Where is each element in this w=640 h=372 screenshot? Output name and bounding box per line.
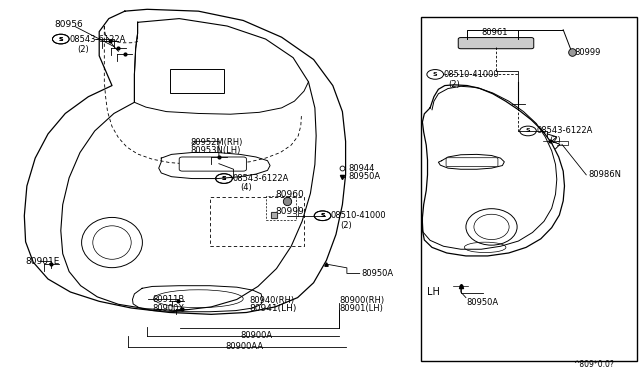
Text: ^809*0.0?: ^809*0.0?: [573, 360, 614, 369]
Text: 80911B: 80911B: [152, 295, 184, 304]
Text: (2): (2): [549, 137, 561, 145]
Text: 80952M(RH): 80952M(RH): [191, 138, 243, 147]
Text: 80999: 80999: [275, 207, 304, 216]
Text: 80900(RH): 80900(RH): [339, 296, 385, 305]
Text: 80953N(LH): 80953N(LH): [191, 146, 241, 155]
Text: 08543-6122A: 08543-6122A: [69, 35, 125, 44]
FancyBboxPatch shape: [458, 38, 534, 49]
Text: S: S: [433, 72, 438, 77]
Bar: [170, 69, 224, 93]
Text: (4): (4): [240, 183, 252, 192]
FancyBboxPatch shape: [446, 158, 498, 167]
Text: 80999: 80999: [574, 48, 600, 57]
FancyBboxPatch shape: [179, 157, 246, 171]
Text: S: S: [320, 213, 325, 218]
Text: 80941(LH): 80941(LH): [250, 304, 297, 313]
Text: 08543-6122A: 08543-6122A: [536, 126, 593, 135]
Text: S: S: [221, 176, 227, 181]
Text: 80901E: 80901E: [26, 257, 60, 266]
Text: (2): (2): [448, 80, 460, 89]
Text: LH: LH: [427, 287, 440, 297]
Text: 80900A: 80900A: [240, 331, 272, 340]
Text: 80961: 80961: [481, 28, 508, 37]
Text: 08510-41000: 08510-41000: [331, 211, 387, 220]
FancyBboxPatch shape: [421, 17, 637, 361]
Text: 08543-6122A: 08543-6122A: [232, 174, 289, 183]
Text: 80956: 80956: [54, 20, 83, 29]
Text: 08510-41000: 08510-41000: [444, 70, 499, 79]
Text: 80950A: 80950A: [349, 172, 381, 181]
Text: S: S: [320, 213, 325, 218]
Text: 80986N: 80986N: [589, 170, 622, 179]
Text: (2): (2): [77, 45, 88, 54]
Text: S: S: [58, 36, 63, 42]
Text: S: S: [58, 36, 63, 42]
Text: 80950A: 80950A: [362, 269, 394, 278]
Text: (2): (2): [340, 221, 352, 230]
Text: 80940(RH): 80940(RH): [250, 296, 295, 305]
Text: 80960: 80960: [275, 190, 304, 199]
Text: S: S: [221, 176, 227, 181]
Text: 80900AA: 80900AA: [225, 342, 264, 351]
Text: 80944: 80944: [349, 164, 375, 173]
Text: 80900X: 80900X: [152, 304, 184, 312]
Text: S: S: [525, 128, 531, 134]
Text: 80950A: 80950A: [466, 298, 498, 307]
Text: 80901(LH): 80901(LH): [339, 304, 383, 313]
